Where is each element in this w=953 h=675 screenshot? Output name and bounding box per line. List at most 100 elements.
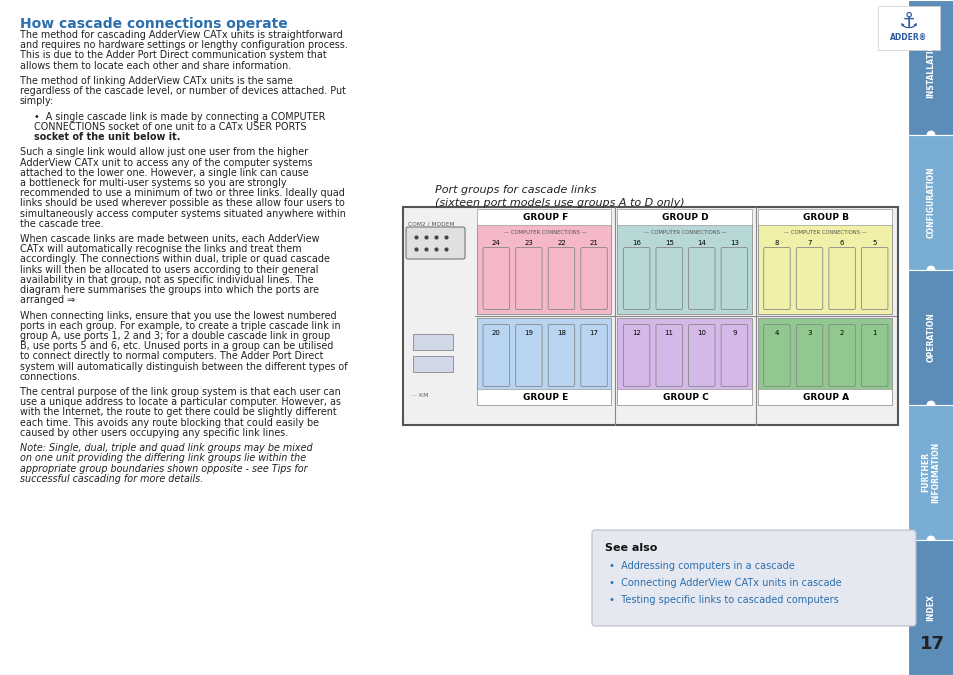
FancyBboxPatch shape: [482, 325, 509, 387]
Text: 14: 14: [697, 240, 705, 246]
Text: 8: 8: [774, 240, 779, 246]
FancyBboxPatch shape: [796, 325, 821, 387]
Text: simultaneously access computer systems situated anywhere within: simultaneously access computer systems s…: [20, 209, 346, 219]
Text: CONFIGURATION: CONFIGURATION: [925, 167, 935, 238]
Text: 12: 12: [632, 330, 640, 336]
Bar: [476, 389, 611, 405]
Bar: [757, 389, 891, 405]
Text: When connecting links, ensure that you use the lowest numbered: When connecting links, ensure that you u…: [20, 310, 336, 321]
Text: links should be used wherever possible as these allow four users to: links should be used wherever possible a…: [20, 198, 345, 209]
Bar: [907, 270, 953, 405]
Text: CATx will automatically recognise the links and treat them: CATx will automatically recognise the li…: [20, 244, 301, 254]
Text: 5: 5: [872, 240, 876, 246]
Bar: [757, 318, 891, 405]
FancyBboxPatch shape: [516, 325, 541, 387]
Text: socket of the unit below it.: socket of the unit below it.: [34, 132, 180, 142]
Bar: [476, 318, 611, 405]
Text: ADDER®: ADDER®: [889, 33, 926, 42]
Text: •  Testing specific links to cascaded computers: • Testing specific links to cascaded com…: [608, 595, 838, 605]
Circle shape: [925, 535, 935, 545]
Text: 10: 10: [697, 330, 705, 336]
Text: a bottleneck for multi-user systems so you are strongly: a bottleneck for multi-user systems so y…: [20, 178, 286, 188]
Bar: [413, 356, 453, 372]
Text: caused by other users occupying any specific link lines.: caused by other users occupying any spec…: [20, 428, 288, 438]
FancyBboxPatch shape: [828, 325, 855, 387]
FancyBboxPatch shape: [796, 248, 821, 310]
Circle shape: [925, 400, 935, 410]
Text: INSTALLATION: INSTALLATION: [925, 36, 935, 99]
Text: ports in each group. For example, to create a triple cascade link in: ports in each group. For example, to cre…: [20, 321, 340, 331]
Text: and requires no hardware settings or lengthy configuration process.: and requires no hardware settings or len…: [20, 40, 348, 50]
Text: availability in that group, not as specific individual lines. The: availability in that group, not as speci…: [20, 275, 314, 285]
FancyBboxPatch shape: [688, 325, 714, 387]
Text: appropriate group boundaries shown opposite - see Tips for: appropriate group boundaries shown oppos…: [20, 464, 307, 473]
Text: ⚓: ⚓: [898, 12, 918, 32]
Text: GROUP F: GROUP F: [522, 213, 567, 221]
Text: on one unit providing the differing link groups lie within the: on one unit providing the differing link…: [20, 454, 306, 463]
Text: 11: 11: [664, 330, 673, 336]
Text: group A, use ports 1, 2 and 3; for a double cascade link in group: group A, use ports 1, 2 and 3; for a dou…: [20, 331, 330, 341]
Text: 7: 7: [806, 240, 811, 246]
Text: 17: 17: [589, 330, 598, 336]
Text: to connect directly to normal computers. The Adder Port Direct: to connect directly to normal computers.…: [20, 351, 323, 361]
Text: each time. This avoids any route blocking that could easily be: each time. This avoids any route blockin…: [20, 418, 318, 427]
Text: — COMPUTER CONNECTIONS —: — COMPUTER CONNECTIONS —: [783, 230, 866, 236]
Text: system will automatically distinguish between the different types of: system will automatically distinguish be…: [20, 362, 347, 371]
Text: with the Internet, the route to get there could be slightly different: with the Internet, the route to get ther…: [20, 408, 336, 417]
FancyBboxPatch shape: [622, 325, 649, 387]
Bar: [476, 209, 611, 225]
Bar: [757, 209, 891, 225]
Text: 24: 24: [492, 240, 500, 246]
Bar: [617, 389, 751, 405]
FancyBboxPatch shape: [406, 227, 464, 259]
Text: accordingly. The connections within dual, triple or quad cascade: accordingly. The connections within dual…: [20, 254, 330, 265]
FancyBboxPatch shape: [720, 325, 747, 387]
Text: 13: 13: [729, 240, 739, 246]
Text: 20: 20: [492, 330, 500, 336]
FancyBboxPatch shape: [482, 248, 509, 310]
Bar: [907, 135, 953, 270]
Text: use a unique address to locate a particular computer. However, as: use a unique address to locate a particu…: [20, 397, 340, 407]
Text: successful cascading for more details.: successful cascading for more details.: [20, 474, 203, 484]
Text: B, use ports 5 and 6, etc. Unused ports in a group can be utilised: B, use ports 5 and 6, etc. Unused ports …: [20, 341, 333, 351]
Text: INDEX: INDEX: [925, 594, 935, 621]
Text: AdderView CATx unit to access any of the computer systems: AdderView CATx unit to access any of the…: [20, 157, 313, 167]
FancyBboxPatch shape: [763, 248, 789, 310]
Text: The central purpose of the link group system is that each user can: The central purpose of the link group sy…: [20, 387, 340, 397]
Bar: [877, 6, 939, 50]
Bar: [617, 223, 751, 314]
Text: recommended to use a minimum of two or three links. Ideally quad: recommended to use a minimum of two or t…: [20, 188, 345, 198]
FancyBboxPatch shape: [656, 325, 681, 387]
Text: arranged ⇒: arranged ⇒: [20, 295, 75, 305]
Text: ··· KM: ··· KM: [411, 393, 428, 398]
Text: GROUP E: GROUP E: [522, 392, 567, 402]
Text: regardless of the cascade level, or number of devices attached. Put: regardless of the cascade level, or numb…: [20, 86, 346, 96]
Text: attached to the lower one. However, a single link can cause: attached to the lower one. However, a si…: [20, 167, 309, 178]
Circle shape: [925, 130, 935, 140]
FancyBboxPatch shape: [580, 248, 607, 310]
Bar: [757, 223, 891, 314]
FancyBboxPatch shape: [516, 248, 541, 310]
Text: 22: 22: [557, 240, 565, 246]
Text: GROUP D: GROUP D: [661, 213, 708, 221]
Text: links will then be allocated to users according to their general: links will then be allocated to users ac…: [20, 265, 318, 275]
Text: 17: 17: [919, 635, 943, 653]
Text: Note: Single, dual, triple and quad link groups may be mixed: Note: Single, dual, triple and quad link…: [20, 443, 313, 453]
Text: COM2 / MODEM: COM2 / MODEM: [408, 222, 454, 227]
Text: simply:: simply:: [20, 97, 54, 106]
Text: 15: 15: [664, 240, 673, 246]
Text: — COMPUTER CONNECTIONS —: — COMPUTER CONNECTIONS —: [503, 230, 586, 236]
Text: 21: 21: [589, 240, 598, 246]
Bar: [402, 207, 897, 425]
Text: See also: See also: [604, 543, 657, 553]
Text: FURTHER
INFORMATION: FURTHER INFORMATION: [921, 442, 940, 503]
FancyBboxPatch shape: [720, 248, 747, 310]
Text: The method for cascading AdderView CATx units is straightforward: The method for cascading AdderView CATx …: [20, 30, 342, 40]
Text: 19: 19: [524, 330, 533, 336]
FancyBboxPatch shape: [861, 325, 887, 387]
Text: Port groups for cascade links: Port groups for cascade links: [435, 185, 596, 195]
FancyBboxPatch shape: [548, 325, 574, 387]
Circle shape: [925, 265, 935, 275]
Text: When cascade links are made between units, each AdderView: When cascade links are made between unit…: [20, 234, 319, 244]
Text: 18: 18: [557, 330, 565, 336]
